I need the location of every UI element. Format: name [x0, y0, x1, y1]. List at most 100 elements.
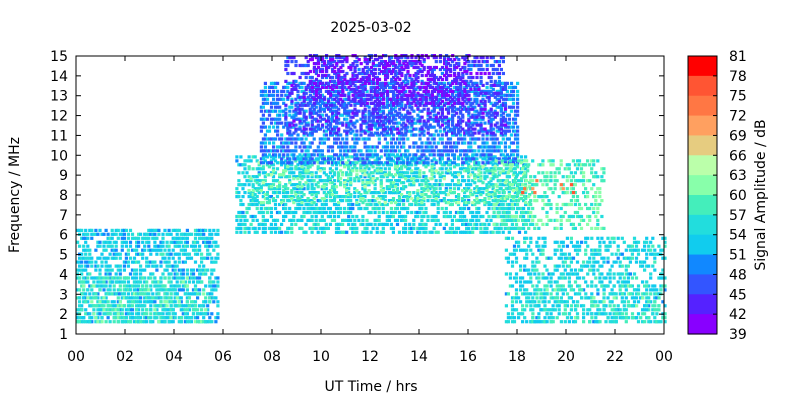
heat-cell — [408, 163, 412, 167]
heat-cell — [408, 191, 412, 195]
heat-cell — [355, 157, 359, 161]
heat-cell — [361, 81, 365, 85]
heat-cell — [326, 155, 330, 159]
heat-cell — [351, 149, 355, 153]
heat-cell — [345, 230, 349, 234]
heat-cell — [379, 183, 383, 187]
heat-cell — [298, 109, 302, 113]
heat-cell — [465, 167, 469, 171]
heat-cell — [381, 105, 385, 109]
heat-cell — [385, 202, 389, 207]
heat-cell — [365, 157, 369, 161]
heat-cell — [286, 155, 290, 159]
heat-cell — [347, 149, 351, 153]
heat-cell — [308, 133, 312, 137]
heat-cell — [424, 149, 428, 153]
heat-cell — [353, 91, 357, 95]
heat-cell — [92, 308, 96, 312]
heat-cell — [394, 141, 398, 145]
heat-cell — [322, 137, 326, 141]
heat-cell — [410, 159, 414, 163]
heat-cell — [467, 165, 471, 169]
heat-cell — [118, 304, 122, 308]
heat-cell — [467, 109, 471, 113]
heat-cell — [333, 79, 337, 83]
heat-cell — [479, 109, 483, 113]
heat-cell — [430, 202, 434, 207]
heat-cell — [457, 137, 461, 141]
heat-cell — [330, 185, 335, 189]
heat-cell — [210, 272, 214, 276]
heat-cell — [286, 97, 290, 101]
heat-cell — [414, 81, 418, 85]
heat-cell — [479, 222, 483, 226]
heat-cell — [359, 153, 363, 157]
heat-cell — [324, 137, 328, 141]
heat-cell — [387, 191, 391, 195]
heat-cell — [383, 153, 387, 157]
heat-cell — [202, 292, 206, 296]
heat-cell — [347, 79, 351, 83]
heat-cell — [181, 236, 185, 240]
heat-cell — [349, 199, 353, 203]
heat-cell — [120, 312, 124, 316]
heat-cell — [412, 218, 416, 222]
heat-cell — [442, 149, 446, 153]
heat-cell — [479, 191, 483, 195]
heat-cell — [491, 183, 495, 187]
heat-cell — [461, 206, 465, 211]
heat-cell — [104, 280, 108, 284]
heat-cell — [383, 171, 387, 175]
heat-cell — [261, 155, 265, 159]
heat-cell — [479, 167, 483, 171]
heat-cell — [328, 177, 332, 181]
heat-cell — [347, 113, 351, 117]
heat-cell — [269, 149, 274, 153]
heat-cell — [387, 81, 392, 85]
heat-cell — [80, 256, 84, 260]
heat-cell — [369, 85, 373, 89]
heat-cell — [430, 109, 434, 113]
heat-cell — [78, 276, 82, 280]
heat-cell — [324, 159, 328, 163]
heat-cell — [345, 137, 349, 141]
heat-cell — [114, 276, 118, 280]
heat-cell — [251, 195, 255, 199]
heat-cell — [330, 133, 335, 137]
heat-cell — [298, 226, 302, 230]
heat-cell — [286, 81, 290, 85]
heat-cell — [280, 93, 284, 97]
heat-cell — [263, 145, 267, 149]
heat-cell — [341, 91, 345, 95]
heat-cell — [393, 210, 398, 215]
heat-cell — [167, 272, 171, 276]
heat-cell — [290, 87, 294, 91]
heat-cell — [135, 296, 139, 300]
heat-cell — [333, 81, 337, 85]
heat-cell — [434, 218, 438, 222]
heat-cell — [214, 288, 218, 292]
heat-cell — [298, 125, 302, 129]
heat-cell — [324, 67, 329, 72]
heat-cell — [446, 85, 450, 89]
heat-cell — [493, 165, 497, 169]
heat-cell — [434, 183, 438, 187]
heat-cell — [280, 199, 284, 203]
heat-cell — [457, 197, 461, 201]
heat-cell — [306, 183, 310, 187]
heat-cell — [324, 193, 328, 197]
heat-cell — [96, 292, 100, 296]
heat-cell — [511, 93, 516, 97]
heat-cell — [426, 195, 430, 199]
heat-cell — [102, 256, 106, 260]
heat-cell — [446, 105, 450, 109]
heat-cell — [177, 260, 181, 264]
heat-cell — [191, 280, 196, 284]
heat-cell — [94, 264, 98, 268]
heat-cell — [310, 157, 314, 161]
heat-cell — [286, 129, 290, 133]
heat-cell — [432, 193, 436, 197]
heat-cell — [292, 177, 296, 181]
heat-cell — [351, 63, 355, 68]
heat-cell — [304, 161, 308, 165]
